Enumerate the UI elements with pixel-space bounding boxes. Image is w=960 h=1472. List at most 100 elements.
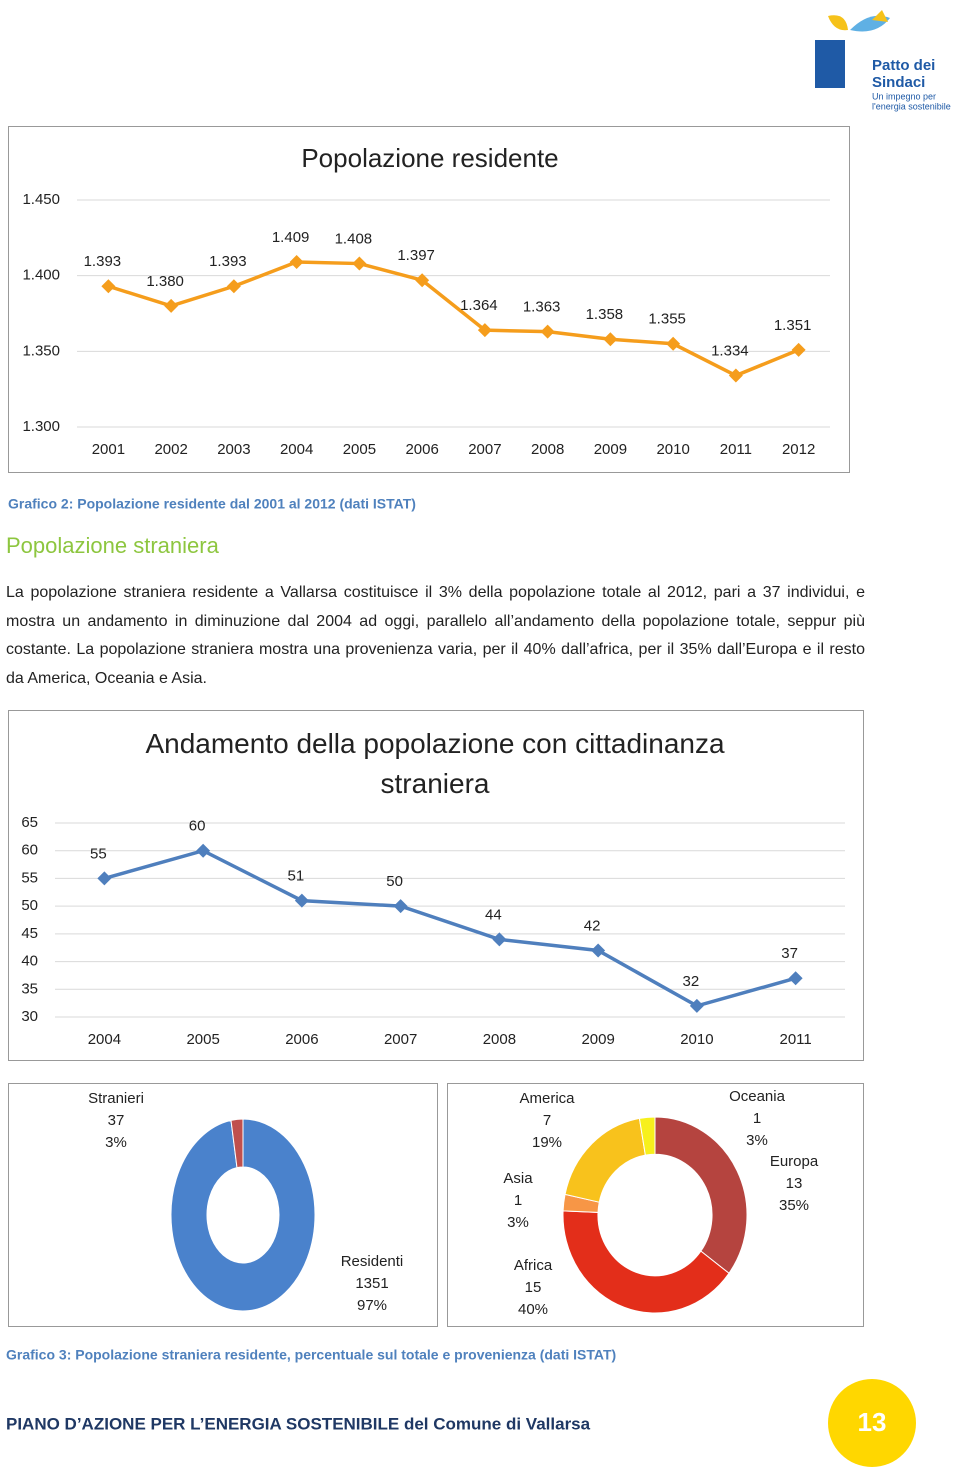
- x-tick-label: 2009: [594, 441, 627, 458]
- donut-slice: [564, 1117, 646, 1203]
- marker: [689, 998, 704, 1013]
- x-tick-label: 2006: [285, 1031, 318, 1048]
- x-tick-label: 2009: [581, 1031, 614, 1048]
- marker: [415, 273, 430, 288]
- x-tick-label: 2007: [468, 441, 501, 458]
- y-tick-label: 45: [21, 925, 38, 942]
- logo-tagline: l'energia sostenibile: [872, 101, 951, 111]
- y-tick-label: 55: [21, 869, 38, 886]
- donut-slice: [170, 1118, 316, 1312]
- logo-tagline: Un impegno per: [872, 91, 936, 101]
- x-tick-label: 2008: [531, 441, 564, 458]
- marker: [226, 279, 241, 294]
- marker: [196, 843, 211, 858]
- logo-text: Sindaci: [872, 74, 925, 91]
- data-label: 37: [781, 945, 798, 962]
- donut-slice: [638, 1116, 656, 1156]
- slice-value: 1: [514, 1192, 522, 1209]
- data-label: 1.380: [146, 273, 184, 290]
- slice-percent: 3%: [746, 1132, 768, 1149]
- slice-value: 13: [786, 1175, 803, 1192]
- y-tick-label: 1.300: [22, 418, 60, 435]
- y-tick-label: 1.350: [22, 342, 60, 359]
- paragraph: La popolazione straniera residente a Val…: [6, 584, 865, 687]
- logo-leaf: [828, 15, 848, 31]
- slice-name: Europa: [770, 1153, 819, 1170]
- data-label: 1.334: [711, 343, 749, 360]
- slice-name: Asia: [503, 1170, 533, 1187]
- line: [103, 848, 797, 1008]
- slice-value: 7: [543, 1112, 551, 1129]
- y-tick-label: 50: [21, 897, 38, 914]
- y-tick-label: 30: [21, 1008, 38, 1025]
- y-tick-label: 40: [21, 953, 38, 970]
- chart-frame: [447, 1083, 864, 1327]
- marker: [666, 336, 681, 351]
- data-label: 1.397: [397, 247, 435, 264]
- data-label: 1.408: [335, 231, 373, 248]
- y-tick-label: 60: [21, 842, 38, 859]
- data-label: 1.351: [774, 317, 812, 334]
- caption: Grafico 2: Popolazione residente dal 200…: [8, 496, 416, 512]
- slice-name: Stranieri: [88, 1090, 144, 1107]
- chart-title: Andamento della popolazione con cittadin…: [145, 728, 725, 799]
- logo-shape: [815, 40, 845, 88]
- y-tick-label: 35: [21, 980, 38, 997]
- slice-value: 15: [525, 1279, 542, 1296]
- chart-frame: [8, 1083, 438, 1327]
- slice-percent: 19%: [532, 1134, 562, 1151]
- page-badge: [828, 1379, 916, 1467]
- slice-name: America: [519, 1090, 575, 1107]
- data-label: 55: [90, 845, 107, 862]
- marker: [728, 368, 743, 383]
- x-tick-label: 2004: [280, 441, 313, 458]
- y-tick-label: 65: [21, 814, 38, 831]
- y-tick-label: 1.400: [22, 267, 60, 284]
- data-label: 50: [386, 873, 403, 890]
- logo-text: Patto dei: [872, 57, 935, 74]
- data-label: 1.363: [523, 299, 561, 316]
- data-label: 1.393: [209, 253, 247, 270]
- marker: [352, 256, 367, 271]
- marker: [492, 932, 507, 947]
- chart-frame: [8, 710, 864, 1061]
- marker: [788, 971, 803, 986]
- data-label: 1.409: [272, 229, 310, 246]
- x-tick-label: 2005: [343, 441, 376, 458]
- slice-name: Africa: [514, 1257, 553, 1274]
- x-tick-label: 2010: [680, 1031, 713, 1048]
- data-label: 1.358: [586, 306, 624, 323]
- line: [107, 260, 800, 378]
- slice-percent: 40%: [518, 1301, 548, 1318]
- x-tick-label: 2002: [154, 441, 187, 458]
- marker: [477, 323, 492, 338]
- slice-value: 1351: [355, 1275, 388, 1292]
- marker: [393, 899, 408, 914]
- marker: [164, 298, 179, 313]
- marker: [540, 324, 555, 339]
- marker: [294, 893, 309, 908]
- caption: Grafico 3: Popolazione straniera residen…: [6, 1347, 616, 1363]
- data-label: 1.393: [84, 253, 122, 270]
- x-tick-label: 2010: [656, 441, 689, 458]
- slice-percent: 35%: [779, 1197, 809, 1214]
- slice-percent: 97%: [357, 1297, 387, 1314]
- slice-name: Residenti: [341, 1253, 404, 1270]
- section-title: Popolazione straniera: [6, 533, 220, 558]
- x-tick-label: 2011: [779, 1031, 811, 1048]
- logo-leaf: [872, 10, 888, 22]
- page-number: 13: [858, 1407, 887, 1437]
- slice-value: 1: [753, 1110, 761, 1127]
- donut-slice: [230, 1118, 244, 1169]
- slice-percent: 3%: [507, 1214, 529, 1231]
- x-tick-label: 2008: [483, 1031, 516, 1048]
- x-tick-label: 2012: [782, 441, 815, 458]
- data-label: 1.364: [460, 297, 498, 314]
- marker: [289, 255, 304, 270]
- data-label: 60: [189, 818, 206, 835]
- data-label: 44: [485, 906, 502, 923]
- x-tick-label: 2007: [384, 1031, 417, 1048]
- footer-text: PIANO D’AZIONE PER L’ENERGIA SOSTENIBILE…: [6, 1414, 591, 1433]
- x-tick-label: 2001: [92, 441, 125, 458]
